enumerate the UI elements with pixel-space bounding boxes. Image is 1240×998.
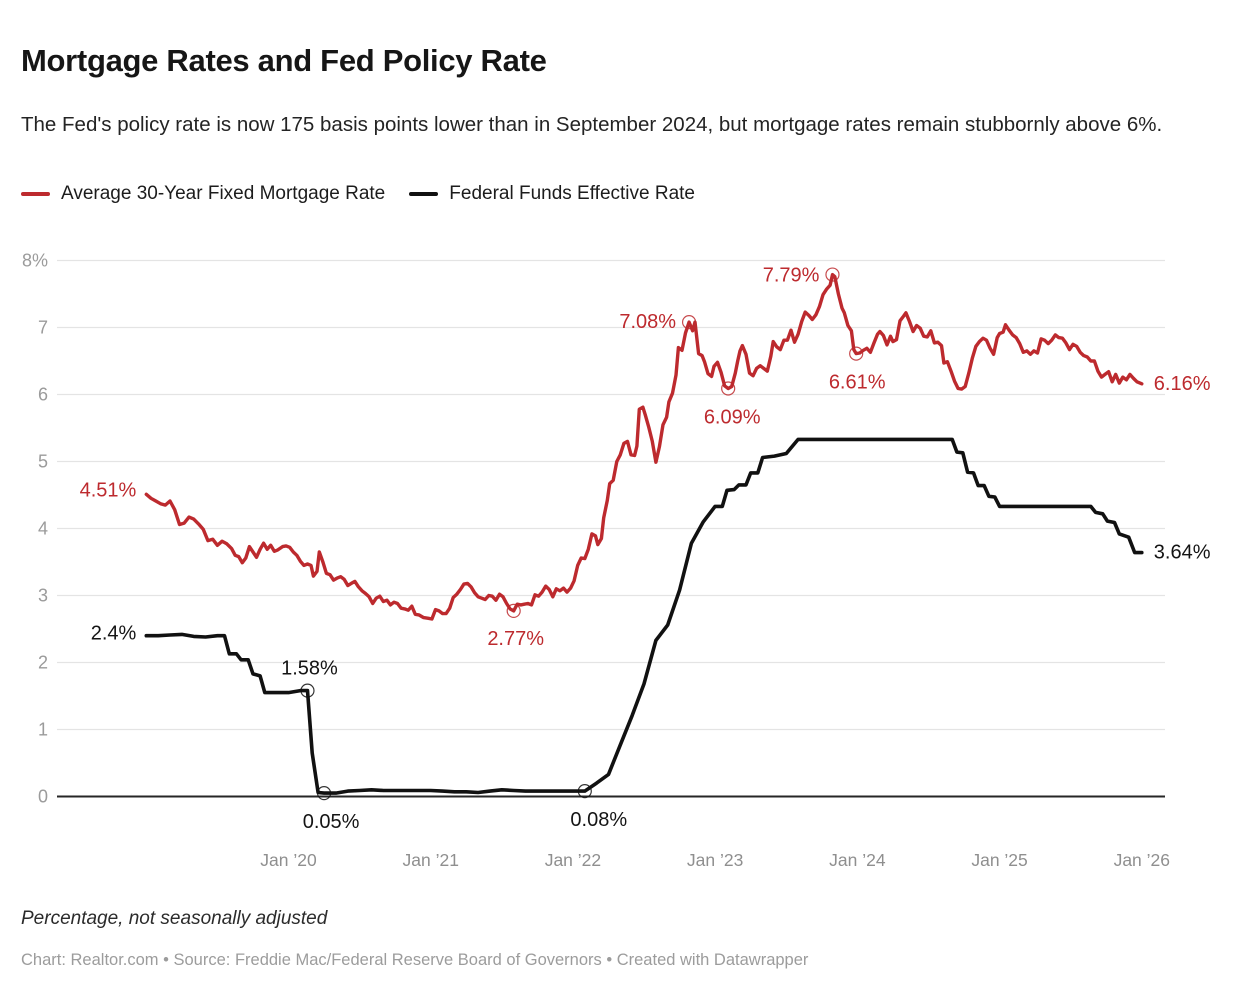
legend-label-fed-funds-rate: Federal Funds Effective Rate xyxy=(449,183,695,204)
point-marker-2-77- xyxy=(506,603,521,619)
point-marker-7-08- xyxy=(681,315,697,330)
legend-item-fed-funds-rate: Federal Funds Effective Rate xyxy=(409,183,695,205)
x-axis-label-jan--21: Jan ’21 xyxy=(403,850,459,870)
source-credit-line: Chart: Realtor.com • Source: Freddie Mac… xyxy=(21,951,809,969)
y-axis-label-7: 7 xyxy=(38,318,48,338)
value-annotation-7-08-: 7.08% xyxy=(619,311,676,333)
value-annotation-0-08-: 0.08% xyxy=(570,809,627,831)
value-annotation-6-09-: 6.09% xyxy=(704,406,761,428)
point-marker-7-79- xyxy=(825,267,840,282)
legend-label-mortgage-rate: Average 30-Year Fixed Mortgage Rate xyxy=(61,183,386,204)
y-axis-label-0: 0 xyxy=(38,787,48,807)
value-annotation-6-16-: 6.16% xyxy=(1154,373,1211,395)
value-annotation-6-61-: 6.61% xyxy=(829,372,886,394)
series-line-mortgage-rate xyxy=(144,272,1144,621)
mortgage-rate-line-swatch xyxy=(21,192,50,196)
point-marker-6-09- xyxy=(721,381,736,396)
y-axis-label-1: 1 xyxy=(38,720,48,740)
x-axis-label-jan--20: Jan ’20 xyxy=(260,850,317,870)
y-axis-label-8: 8% xyxy=(22,251,48,271)
legend: Average 30-Year Fixed Mortgage Rate Fede… xyxy=(21,183,695,205)
point-marker-1-58- xyxy=(300,683,315,698)
x-axis-label-jan--25: Jan ’25 xyxy=(971,850,1027,870)
value-annotation-2-4-: 2.4% xyxy=(91,623,137,645)
legend-item-mortgage-rate: Average 30-Year Fixed Mortgage Rate xyxy=(21,183,385,205)
value-annotation-4-51-: 4.51% xyxy=(80,479,137,501)
point-marker-0-05- xyxy=(316,786,332,801)
point-marker-6-61- xyxy=(849,346,864,361)
value-annotation-0-05-: 0.05% xyxy=(303,811,360,833)
chart-subtitle: The Fed's policy rate is now 175 basis p… xyxy=(21,112,1163,136)
page-title: Mortgage Rates and Fed Policy Rate xyxy=(21,42,547,78)
axis-unit-note: Percentage, not seasonally adjusted xyxy=(21,908,328,929)
x-axis-label-jan--23: Jan ’23 xyxy=(687,850,743,870)
value-annotation-7-79-: 7.79% xyxy=(763,265,820,287)
series-line-fed-funds-rate xyxy=(144,437,1144,795)
value-annotation-2-77-: 2.77% xyxy=(487,628,544,650)
x-axis-label-jan--26: Jan ’26 xyxy=(1114,850,1170,870)
value-annotation-1-58-: 1.58% xyxy=(281,658,338,680)
x-axis-label-jan--22: Jan ’22 xyxy=(545,850,601,870)
value-annotation-3-64-: 3.64% xyxy=(1154,542,1211,564)
point-marker-0-08- xyxy=(577,784,592,799)
y-axis-label-5: 5 xyxy=(38,452,48,472)
y-axis-label-2: 2 xyxy=(38,653,48,673)
x-axis-label-jan--24: Jan ’24 xyxy=(829,850,886,870)
fed-funds-line-swatch xyxy=(409,192,439,196)
y-axis-label-4: 4 xyxy=(38,519,48,539)
y-axis-label-6: 6 xyxy=(38,385,48,405)
y-axis-label-3: 3 xyxy=(38,586,48,606)
